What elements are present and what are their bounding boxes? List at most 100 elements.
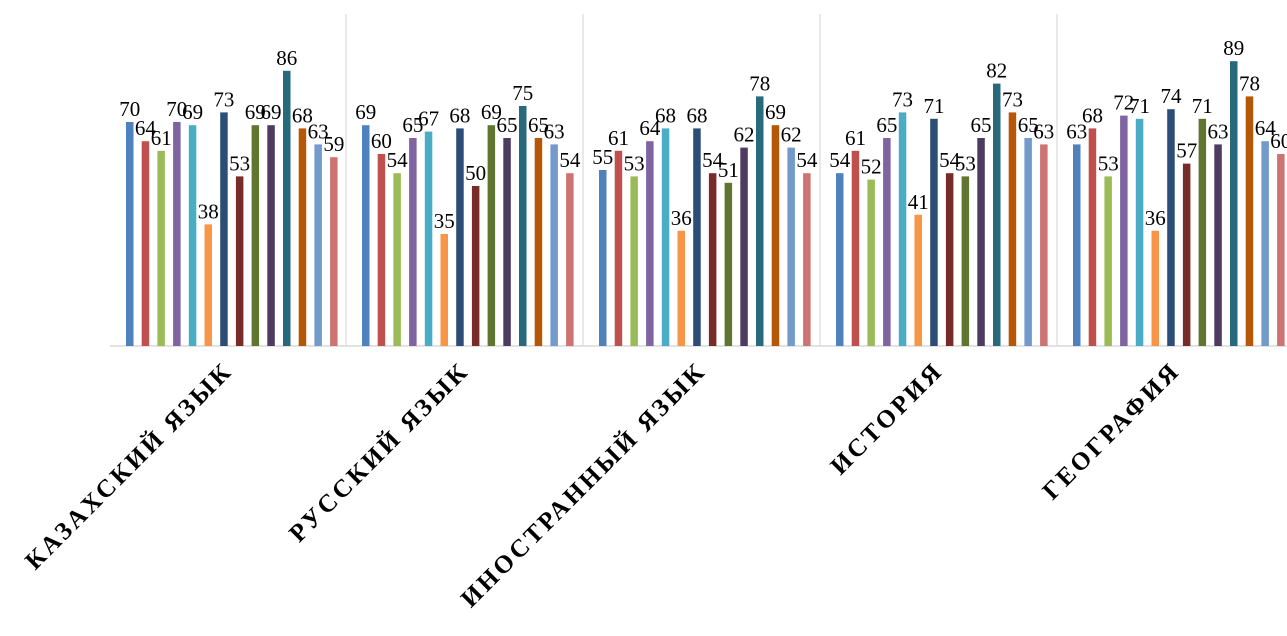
- bar: [1277, 154, 1285, 346]
- bar: [614, 150, 623, 346]
- data-label: 89: [1223, 36, 1244, 60]
- data-label: 63: [544, 119, 565, 143]
- bar: [724, 182, 733, 346]
- bar: [409, 138, 417, 346]
- bar: [930, 118, 938, 346]
- data-label: 68: [687, 103, 708, 127]
- data-label: 73: [1002, 87, 1023, 111]
- bar: [1008, 112, 1017, 347]
- data-label: 41: [908, 190, 929, 214]
- bar: [204, 224, 212, 346]
- bar: [424, 131, 433, 346]
- bar: [1073, 144, 1081, 346]
- data-label: 61: [151, 126, 172, 150]
- data-label: 60: [371, 129, 392, 153]
- category-label: ГЕОГРАФИЯ: [1038, 357, 1186, 505]
- data-label: 69: [355, 100, 376, 124]
- bar: [993, 83, 1001, 346]
- category-label: ИНОСТРАННЫЙ ЯЗЫК: [455, 356, 711, 612]
- bar: [693, 128, 701, 346]
- bar: [599, 170, 607, 346]
- bar: [471, 186, 480, 346]
- data-label: 54: [796, 148, 818, 172]
- data-label: 63: [1066, 119, 1087, 143]
- data-label: 64: [639, 116, 661, 140]
- bar: [141, 141, 150, 346]
- bar: [503, 138, 511, 346]
- bar: [1104, 176, 1112, 346]
- data-label: 35: [434, 209, 455, 233]
- bar: [661, 128, 670, 346]
- bar: [393, 173, 401, 346]
- data-label: 60: [1270, 129, 1287, 153]
- data-label: 61: [845, 126, 866, 150]
- bar: [330, 157, 338, 346]
- bar: [646, 141, 654, 346]
- bar: [1198, 118, 1207, 346]
- bar: [961, 176, 970, 346]
- bar: [1151, 230, 1159, 346]
- bars-group: [126, 61, 1285, 347]
- bar: [566, 173, 574, 346]
- data-label: 73: [892, 87, 913, 111]
- bar: [519, 106, 527, 346]
- data-label: 71: [1129, 94, 1150, 118]
- data-label: 73: [213, 87, 234, 111]
- bar: [362, 125, 370, 346]
- data-label: 64: [135, 116, 157, 140]
- data-label: 71: [924, 94, 945, 118]
- data-label: 71: [1192, 94, 1213, 118]
- data-label: 54: [829, 148, 851, 172]
- category-label: РУССКИЙ ЯЗЫК: [284, 356, 475, 547]
- bar: [883, 138, 891, 346]
- bar: [173, 122, 181, 346]
- data-label: 36: [671, 206, 692, 230]
- data-label: 65: [1018, 113, 1039, 137]
- data-label: 65: [497, 113, 518, 137]
- bar: [298, 128, 307, 346]
- bar: [157, 150, 165, 346]
- bar: [851, 150, 860, 346]
- data-label: 54: [939, 148, 961, 172]
- bar: [267, 125, 275, 346]
- data-label: 54: [559, 148, 581, 172]
- data-label: 69: [182, 100, 203, 124]
- bar: [898, 112, 907, 347]
- data-label: 53: [1098, 151, 1119, 175]
- data-label: 67: [418, 107, 439, 131]
- data-label: 63: [1033, 119, 1054, 143]
- data-label: 50: [465, 161, 486, 185]
- category-label: КАЗАХСКИЙ ЯЗЫК: [20, 356, 239, 575]
- data-label: 86: [276, 46, 297, 70]
- bar: [251, 125, 260, 346]
- data-label: 69: [481, 100, 502, 124]
- data-label: 53: [624, 151, 645, 175]
- data-label: 38: [198, 199, 219, 223]
- bar: [487, 125, 496, 346]
- data-label: 70: [119, 97, 140, 121]
- data-label: 78: [749, 71, 770, 95]
- bar: [235, 176, 244, 346]
- data-label: 68: [292, 103, 313, 127]
- bar: [787, 147, 795, 346]
- data-label: 69: [765, 100, 786, 124]
- bar: [867, 179, 875, 346]
- bar: [456, 128, 464, 346]
- data-label: 36: [1145, 206, 1166, 230]
- data-label: 62: [781, 123, 802, 147]
- bar: [1088, 128, 1097, 346]
- bar: [1214, 144, 1222, 346]
- data-label: 59: [323, 132, 344, 156]
- bar: [756, 96, 764, 347]
- data-label: 63: [1208, 119, 1229, 143]
- data-label: 54: [387, 148, 409, 172]
- data-label: 64: [1255, 116, 1277, 140]
- data-label: 69: [245, 100, 266, 124]
- data-label: 53: [229, 151, 250, 175]
- data-label: 52: [861, 155, 882, 179]
- category-separators: [345, 14, 1058, 346]
- bar: [708, 173, 717, 346]
- bar: [1135, 118, 1144, 346]
